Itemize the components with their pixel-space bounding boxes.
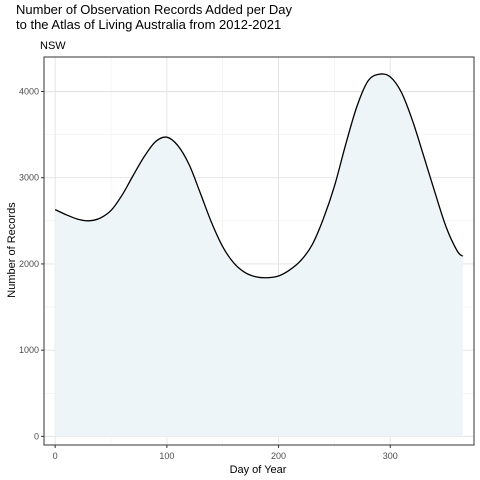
y-tick-label: 3000 [19, 173, 39, 183]
y-tick-label: 2000 [19, 259, 39, 269]
series-line [54, 73, 464, 279]
y-tick-label: 4000 [19, 86, 39, 96]
y-tick-label: 1000 [19, 345, 39, 355]
chart-title-line-2: to the Atlas of Living Australia from 20… [16, 17, 282, 32]
x-tick-label: 0 [53, 451, 58, 461]
chart-title: Number of Observation Records Added per … [16, 2, 292, 32]
x-axis-title: Day of Year [230, 464, 287, 476]
chart-subtitle: NSW [40, 40, 66, 52]
panel-border [43, 56, 475, 446]
area-fill [55, 73, 463, 437]
x-tick-label: 100 [159, 451, 174, 461]
x-tick-label: 200 [271, 451, 286, 461]
x-tick-label: 300 [383, 451, 398, 461]
y-tick-label: 0 [34, 431, 39, 441]
chart-title-line-1: Number of Observation Records Added per … [16, 2, 293, 17]
y-axis-title: Number of Records [6, 202, 18, 298]
